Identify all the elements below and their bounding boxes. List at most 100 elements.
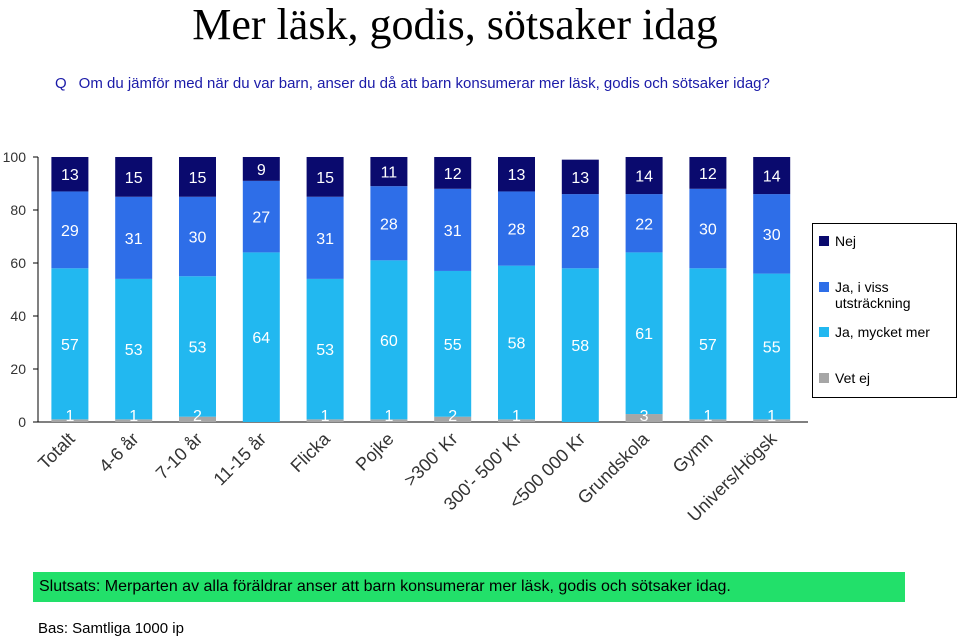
x-category-label: >300' Kr bbox=[400, 429, 462, 491]
bar-segment-vet-ej bbox=[434, 416, 472, 422]
x-category-label: 4-6 år bbox=[95, 429, 142, 476]
legend-swatch-ja-mycket bbox=[819, 327, 829, 337]
value-label: 57 bbox=[61, 337, 79, 354]
legend-swatch-nej bbox=[819, 236, 829, 246]
value-label: 64 bbox=[252, 330, 270, 347]
bar-segment-ja-mycket-mer bbox=[115, 278, 153, 420]
chart-category-labels: Totalt 4-6 år 7-10 år 11-15 år Flicka Pojke >3… bbox=[34, 428, 781, 526]
y-tick-label: 100 bbox=[3, 149, 27, 165]
value-label: 30 bbox=[763, 227, 781, 244]
bar-segment-ja-mycket-mer bbox=[434, 270, 472, 417]
bar-segment-nej bbox=[179, 157, 216, 197]
bar-segment-ja-i-viss-utstr-ckning bbox=[179, 196, 216, 277]
conclusion-banner: Slutsats: Merparten av alla föräldrar an… bbox=[33, 572, 905, 602]
question-prefix: Q bbox=[55, 75, 67, 92]
x-category-label: Gymn bbox=[669, 429, 717, 477]
bar-segment-vet-ej bbox=[753, 419, 791, 422]
value-label: 60 bbox=[380, 333, 398, 350]
bar-segment-ja-i-viss-utstr-ckning bbox=[625, 194, 663, 253]
bar-segment-ja-i-viss-utstr-ckning bbox=[51, 191, 89, 269]
bar-segment-nej bbox=[115, 157, 153, 197]
value-label: 13 bbox=[508, 167, 526, 184]
bar-segment-ja-mycket-mer bbox=[242, 252, 280, 422]
bar-segment-ja-mycket-mer bbox=[498, 265, 535, 420]
value-label: 1 bbox=[384, 408, 393, 425]
y-tick-label: 40 bbox=[10, 308, 26, 324]
chart-axes: 0 20 40 60 80 100 bbox=[3, 149, 808, 430]
value-label: 15 bbox=[316, 170, 334, 187]
value-label: 29 bbox=[61, 223, 79, 240]
bar-segment-ja-i-viss-utstr-ckning bbox=[306, 196, 344, 279]
bar-segment-ja-i-viss-utstr-ckning bbox=[561, 194, 599, 269]
bar-segment-nej bbox=[753, 157, 791, 195]
bar-segment-vet-ej bbox=[115, 419, 153, 422]
chart-bars bbox=[51, 157, 791, 422]
bar-segment-nej bbox=[306, 157, 344, 197]
bar-segment-vet-ej bbox=[625, 414, 663, 422]
value-label: 58 bbox=[571, 338, 589, 355]
legend-swatch-ja-viss bbox=[819, 282, 829, 292]
value-label: 14 bbox=[635, 169, 653, 186]
value-label: 13 bbox=[571, 170, 589, 187]
legend-item-nej: Nej bbox=[819, 233, 953, 249]
bar-segment-nej bbox=[625, 157, 663, 195]
legend-item-vet-ej: Vet ej bbox=[819, 370, 953, 386]
base-note: Bas: Samtliga 1000 ip bbox=[38, 620, 184, 637]
bar-segment-ja-i-viss-utstr-ckning bbox=[434, 188, 472, 271]
bar-segment-ja-i-viss-utstr-ckning bbox=[370, 186, 408, 261]
bar-segment-vet-ej bbox=[51, 419, 89, 422]
value-label: 27 bbox=[252, 210, 270, 227]
bar-segment-ja-i-viss-utstr-ckning bbox=[753, 194, 791, 274]
value-label: 53 bbox=[316, 342, 334, 359]
value-label: 1 bbox=[65, 408, 74, 425]
chart-value-labels: 1572913153311525330156427915331151602811… bbox=[61, 162, 781, 425]
value-label: 31 bbox=[316, 231, 334, 248]
value-label: 55 bbox=[444, 337, 462, 354]
value-label: 1 bbox=[129, 408, 138, 425]
legend-label-vet-ej: Vet ej bbox=[835, 370, 871, 386]
bar-segment-nej bbox=[434, 157, 472, 189]
value-label: 55 bbox=[763, 339, 781, 356]
value-label: 28 bbox=[380, 216, 398, 233]
bar-segment-vet-ej bbox=[370, 419, 408, 422]
value-label: 30 bbox=[189, 230, 207, 247]
bar-segment-ja-mycket-mer bbox=[179, 276, 216, 417]
value-label: 2 bbox=[448, 408, 457, 425]
bar-segment-ja-mycket-mer bbox=[370, 260, 408, 420]
value-label: 57 bbox=[699, 337, 717, 354]
value-label: 11 bbox=[381, 165, 398, 182]
x-category-label: Flicka bbox=[287, 428, 335, 476]
bar-segment-ja-i-viss-utstr-ckning bbox=[689, 188, 727, 269]
bar-segment-ja-mycket-mer bbox=[561, 268, 599, 422]
legend-label-nej: Nej bbox=[835, 233, 857, 249]
x-category-label: Totalt bbox=[34, 429, 79, 474]
value-label: 30 bbox=[699, 222, 717, 239]
bar-segment-ja-i-viss-utstr-ckning bbox=[115, 196, 153, 279]
bar-segment-ja-i-viss-utstr-ckning bbox=[498, 191, 535, 266]
value-label: 22 bbox=[635, 216, 653, 233]
value-label: 58 bbox=[508, 336, 526, 353]
value-label: 15 bbox=[189, 170, 207, 187]
bar-segment-vet-ej bbox=[179, 416, 216, 422]
bar-segment-nej bbox=[689, 157, 727, 189]
value-label: 53 bbox=[125, 342, 143, 359]
value-label: 1 bbox=[512, 408, 521, 425]
x-category-label: Pojke bbox=[352, 429, 398, 475]
value-label: 15 bbox=[125, 170, 143, 187]
bar-segment-vet-ej bbox=[689, 419, 727, 422]
legend-item-ja-mycket: Ja, mycket mer bbox=[819, 324, 953, 340]
bar-segment-vet-ej bbox=[498, 419, 535, 422]
question-body: Om du jämför med när du var barn, anser … bbox=[78, 75, 770, 92]
bar-segment-ja-mycket-mer bbox=[625, 252, 663, 415]
value-label: 12 bbox=[444, 166, 462, 183]
chart-legend: Nej Ja, i viss utsträckning Ja, mycket m… bbox=[812, 223, 957, 398]
value-label: 2 bbox=[193, 408, 202, 425]
value-label: 31 bbox=[125, 231, 143, 248]
value-label: 1 bbox=[321, 408, 330, 425]
value-label: 61 bbox=[635, 326, 653, 343]
bar-segment-nej bbox=[51, 157, 89, 192]
y-tick-label: 0 bbox=[18, 414, 26, 430]
value-label: 12 bbox=[699, 166, 717, 183]
legend-swatch-vet-ej bbox=[819, 373, 829, 383]
question-text: Q Om du jämför med när du var barn, anser… bbox=[55, 75, 770, 92]
